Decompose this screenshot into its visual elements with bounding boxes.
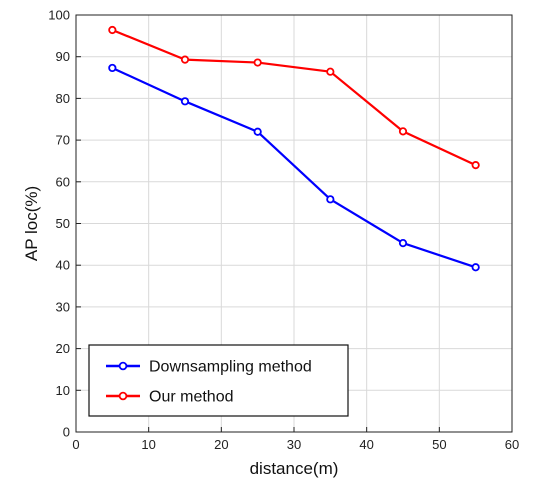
- data-point-downsampling-method: [180, 97, 190, 106]
- y-tick-label: 20: [56, 341, 70, 356]
- series: [108, 25, 480, 272]
- legend-swatch-marker: [118, 391, 128, 401]
- y-tick-label: 10: [56, 383, 70, 398]
- y-tick-label: 30: [56, 299, 70, 314]
- data-point-our-method: [471, 161, 480, 170]
- legend-box: [88, 344, 349, 417]
- y-axis-label: AP loc(%): [22, 186, 41, 261]
- y-tick-label: 60: [56, 174, 70, 189]
- series-line-downsampling-method: [111, 66, 477, 269]
- axis-ticks: 0 10 20 30 40 50 60 0 10 20 30 40 50 60 70 80 90 100: [48, 8, 519, 453]
- y-tick-label: 50: [56, 216, 70, 231]
- data-point-our-method: [108, 25, 117, 35]
- y-tick-label: 90: [56, 49, 70, 64]
- y-tick-label: 0: [63, 425, 70, 440]
- y-tick-label: 70: [56, 133, 70, 148]
- data-point-our-method: [398, 127, 408, 136]
- y-tick-label: 80: [56, 91, 70, 106]
- data-point-our-method: [253, 58, 262, 67]
- x-tick-label: 50: [432, 437, 446, 452]
- data-point-downsampling-method: [253, 127, 262, 136]
- legend: Downsampling method Our method: [88, 344, 349, 417]
- legend-label: Downsampling method: [149, 359, 312, 376]
- data-point-downsampling-method: [326, 195, 335, 204]
- data-point-downsampling-method: [471, 263, 480, 272]
- y-tick-label: 40: [56, 258, 70, 273]
- x-tick-label: 40: [359, 437, 373, 452]
- data-point-our-method: [326, 67, 335, 76]
- x-tick-label: 60: [505, 437, 519, 452]
- x-tick-label: 30: [287, 437, 301, 452]
- data-point-downsampling-method: [398, 238, 408, 248]
- x-tick-label: 20: [214, 437, 228, 452]
- x-tick-label: 0: [72, 437, 79, 452]
- x-axis-label: distance(m): [250, 459, 339, 478]
- data-point-our-method: [180, 55, 190, 64]
- legend-label: Our method: [149, 389, 233, 406]
- data-point-downsampling-method: [108, 63, 117, 73]
- legend-swatch-marker: [118, 361, 128, 371]
- x-tick-label: 10: [141, 437, 155, 452]
- series-line-our-method: [111, 28, 477, 167]
- y-tick-label: 100: [48, 8, 70, 23]
